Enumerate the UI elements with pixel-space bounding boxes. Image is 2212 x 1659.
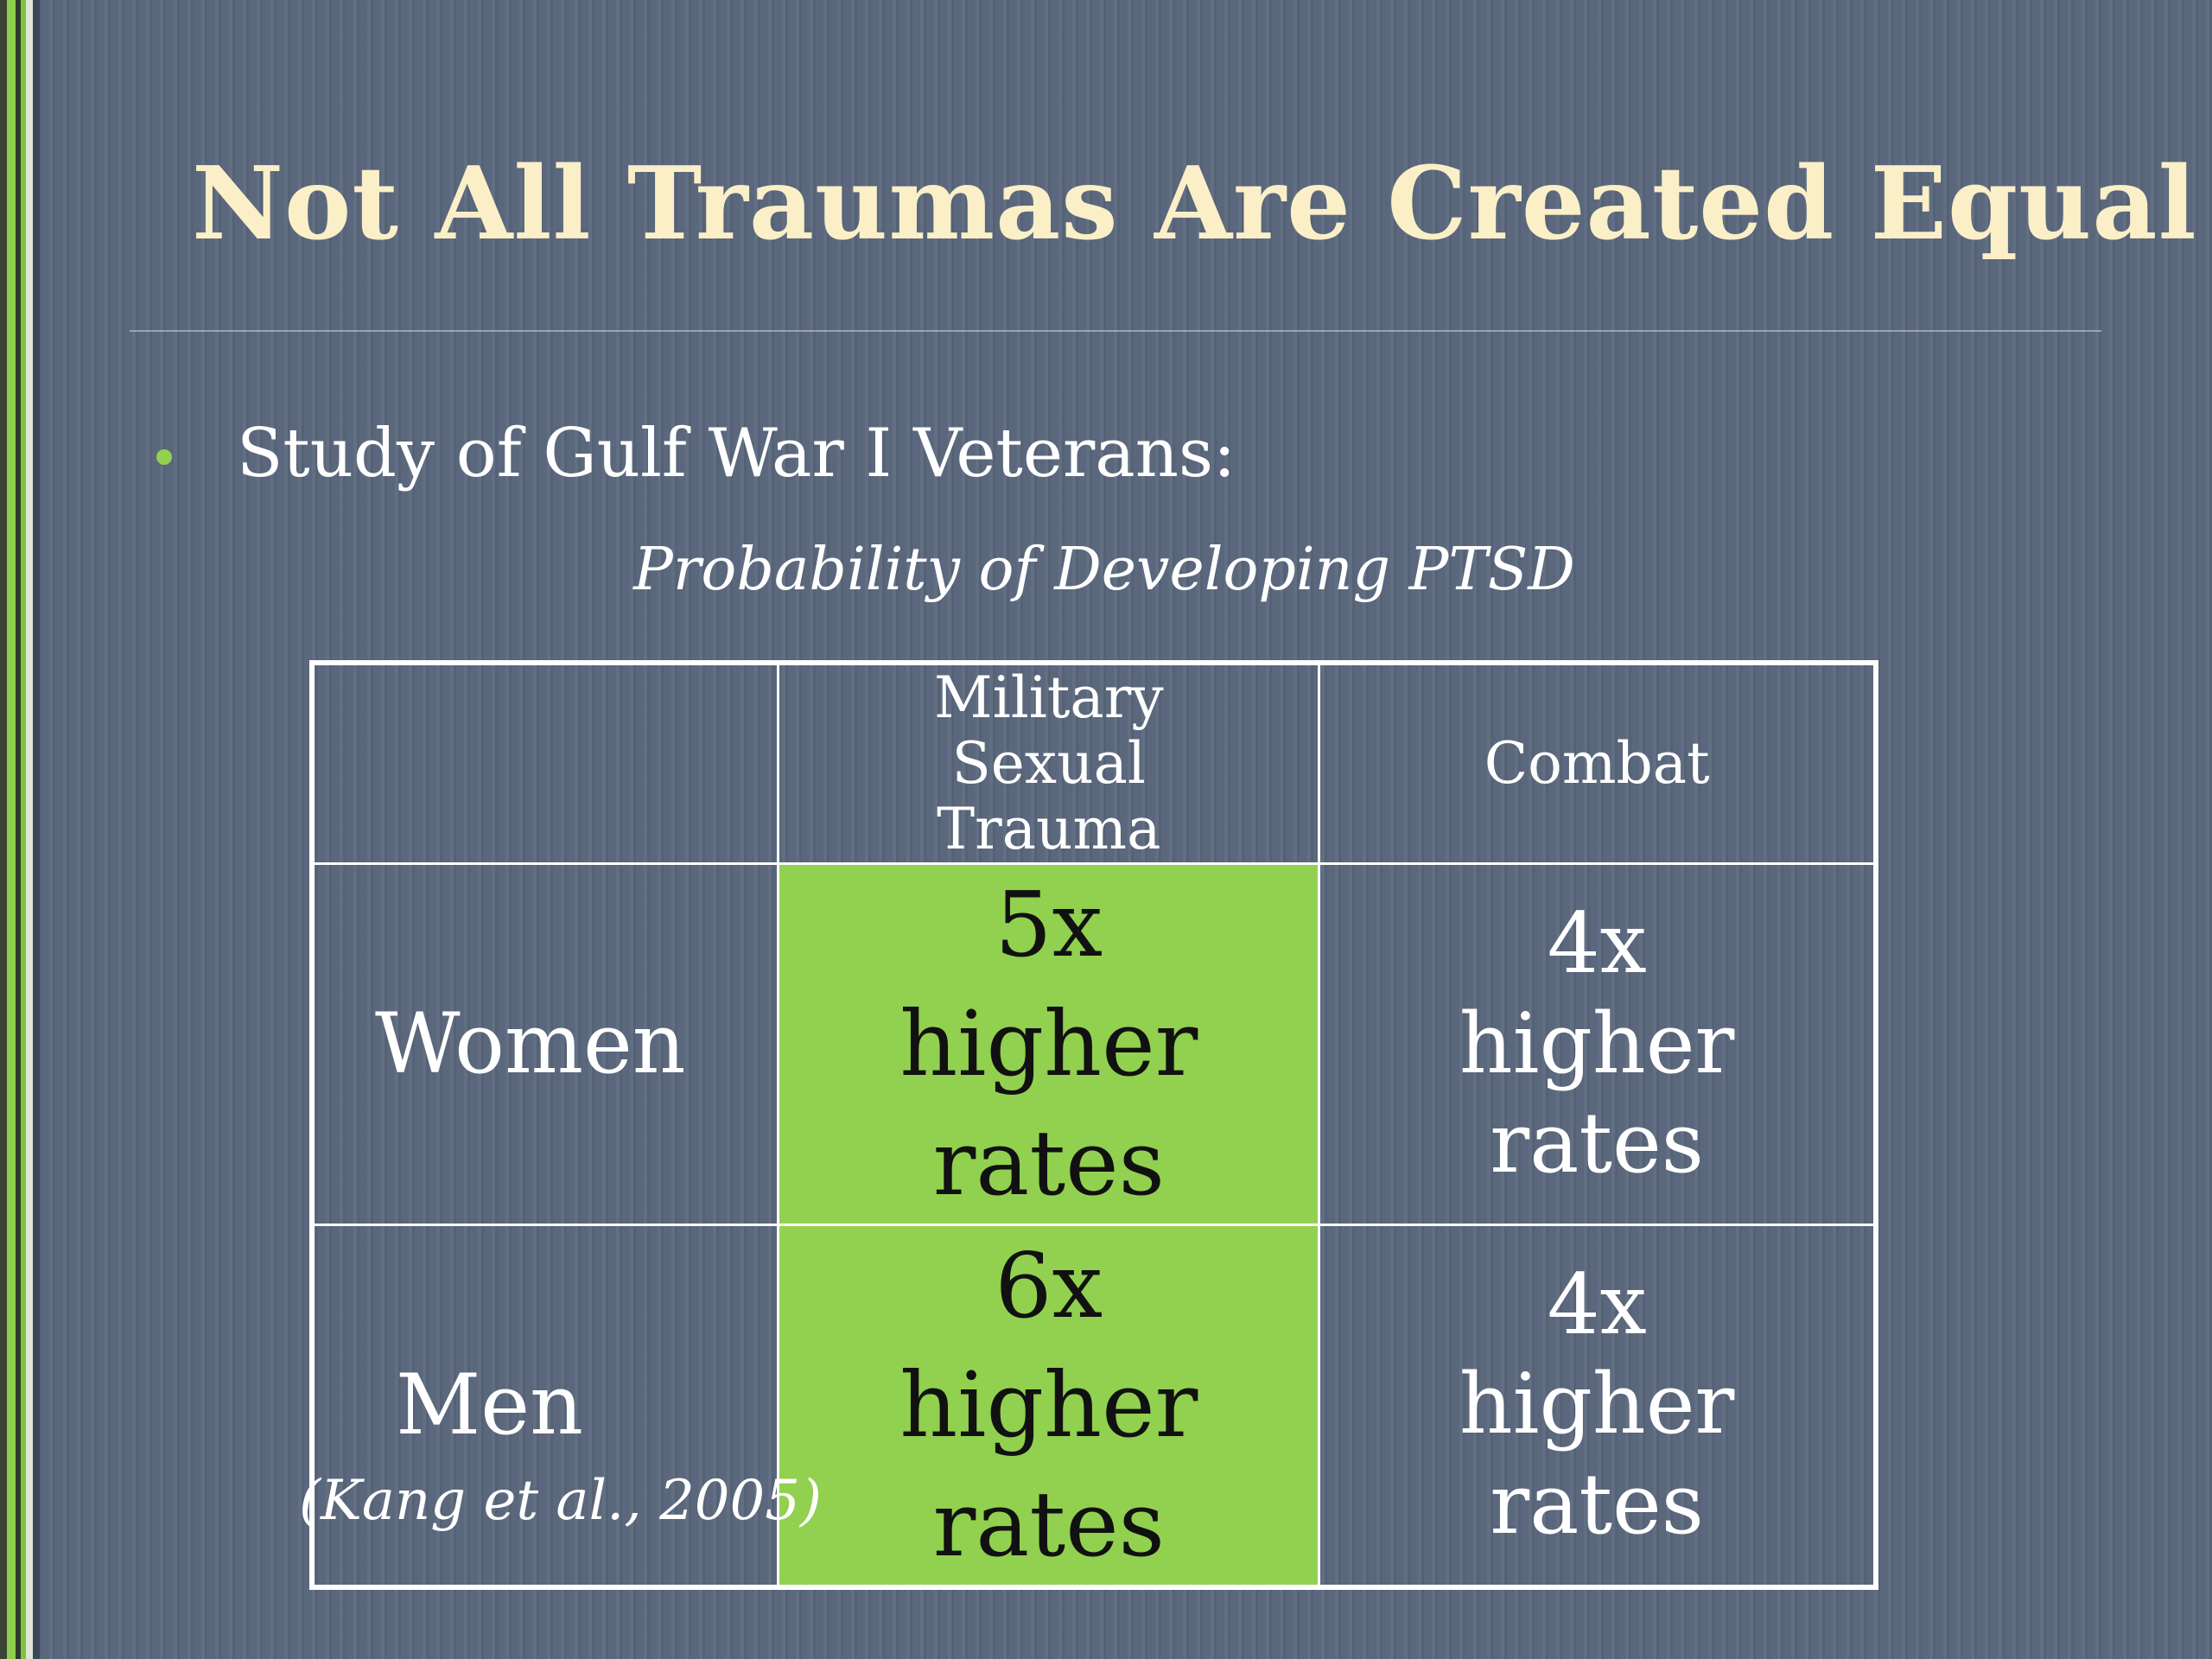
left-edge-stripe-dark-2 <box>16 0 21 1659</box>
table-header-row: Military Sexual Trauma Combat <box>310 661 1878 865</box>
bullet-dot-icon <box>156 449 172 465</box>
left-edge-stripe-dark-3 <box>33 0 40 1659</box>
source-citation: (Kang et al., 2005) <box>299 1469 822 1533</box>
cell-women-combat: 4x higher rates <box>1318 861 1878 1226</box>
left-edge-stripe-green <box>7 0 16 1659</box>
table-caption-text: Probability of Developing PTSD <box>633 536 1575 604</box>
left-edge-stripe-dark <box>0 0 7 1659</box>
table-row-men: Men 6x higher rates 4x higher rates <box>310 1223 1878 1589</box>
header-cell-empty <box>310 661 780 865</box>
table-caption: Probability of Developing PTSD <box>0 536 2212 604</box>
left-edge-stripe-light <box>26 0 33 1659</box>
row-label-women: Women <box>310 861 780 1226</box>
cell-men-combat: 4x higher rates <box>1318 1223 1878 1589</box>
table-row-women: Women 5x higher rates 4x higher rates <box>310 861 1878 1226</box>
ptsd-probability-table: Military Sexual Trauma Combat Women 5x h… <box>309 660 1878 1590</box>
left-edge-stripe-green-2 <box>21 0 26 1659</box>
bullet-text: Study of Gulf War I Veterans: <box>237 415 1236 493</box>
header-cell-military-sexual-trauma: Military Sexual Trauma <box>777 661 1321 865</box>
slide-title: Not All Traumas Are Created Equal <box>192 145 2197 263</box>
cell-men-military-sexual-trauma: 6x higher rates <box>777 1223 1321 1589</box>
title-divider <box>130 330 2101 332</box>
header-cell-combat: Combat <box>1318 661 1878 865</box>
cell-women-military-sexual-trauma: 5x higher rates <box>777 861 1321 1226</box>
row-label-men: Men <box>310 1223 780 1589</box>
